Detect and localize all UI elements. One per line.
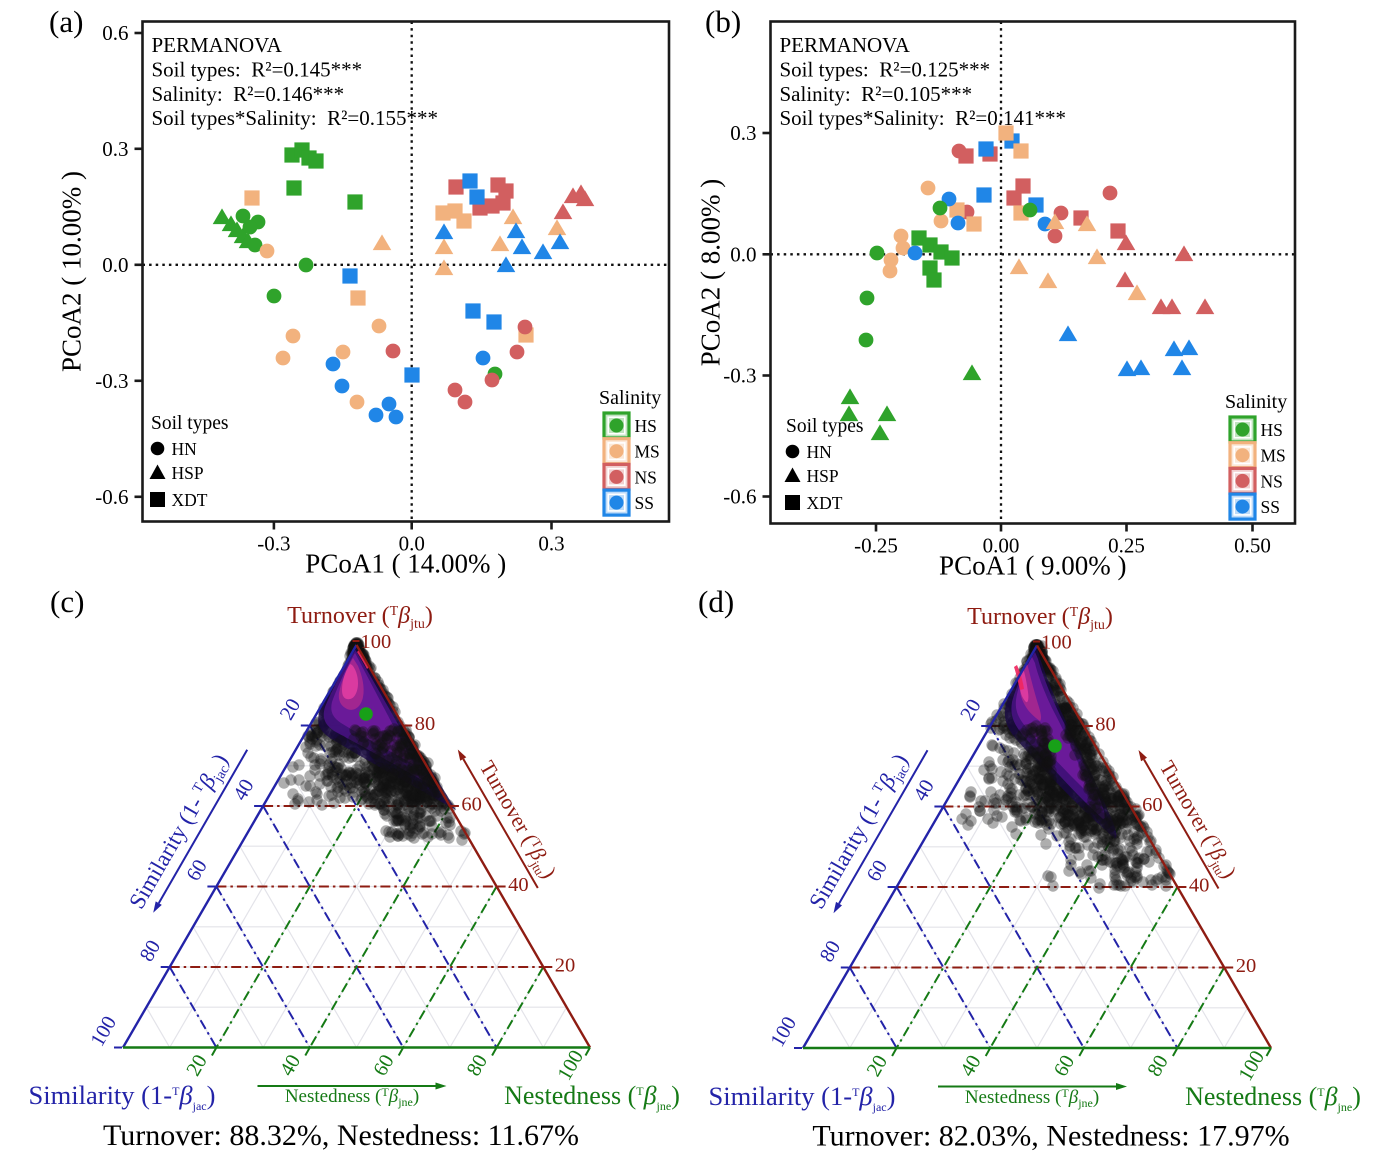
svg-text:HN: HN [807,442,833,462]
svg-text:PERMANOVA: PERMANOVA [152,33,283,57]
svg-text:HSP: HSP [807,466,839,486]
svg-text:20: 20 [183,1051,212,1080]
svg-text:80: 80 [1095,714,1116,736]
svg-text:40: 40 [1189,875,1210,897]
svg-text:Soil types*Salinity: R²=0.141: Soil types*Salinity: R²=0.141*** [780,106,1067,130]
svg-text:60: 60 [461,794,482,816]
svg-text:(d): (d) [698,584,734,619]
svg-text:(c): (c) [50,584,84,619]
svg-text:Nestedness (Tβjne): Nestedness (Tβjne) [285,1085,419,1109]
svg-text:0.00: 0.00 [983,534,1020,558]
svg-text:0.6: 0.6 [102,21,128,45]
svg-text:PCoA1 ( 9.00% ): PCoA1 ( 9.00% ) [939,551,1127,581]
svg-text:PCoA2 ( 8.00% ): PCoA2 ( 8.00% ) [696,179,726,367]
svg-text:SS: SS [1261,497,1280,517]
svg-text:20: 20 [276,695,305,724]
svg-text:40: 40 [956,1052,985,1081]
svg-text:-0.3: -0.3 [723,364,756,388]
svg-text:Turnover: 82.03%, Nestedness:: Turnover: 82.03%, Nestedness: 17.97% [812,1120,1289,1153]
svg-text:100: 100 [767,1013,801,1051]
svg-text:Nestedness (Tβjne): Nestedness (Tβjne) [965,1086,1099,1110]
svg-text:XDT: XDT [807,493,843,513]
svg-text:-0.3: -0.3 [95,369,128,393]
svg-text:60: 60 [863,857,892,886]
svg-text:Salinity: R²=0.146***: Salinity: R²=0.146*** [152,82,345,106]
svg-text:80: 80 [816,937,845,966]
svg-text:Turnover (Tβjtu): Turnover (Tβjtu) [967,604,1113,633]
svg-text:Similarity (1-Tβjac): Similarity (1-Tβjac) [709,1081,896,1114]
svg-text:Soil types: R²=0.125***: Soil types: R²=0.125*** [780,57,991,81]
svg-text:Turnover: 88.32%, Nestedness:: Turnover: 88.32%, Nestedness: 11.67% [103,1119,579,1152]
svg-text:60: 60 [369,1051,398,1080]
svg-text:SS: SS [635,493,654,513]
svg-text:0.3: 0.3 [730,121,756,145]
svg-text:0.0: 0.0 [102,253,128,277]
svg-text:Nestedness (Tβjne): Nestedness (Tβjne) [1185,1082,1361,1114]
svg-text:HSP: HSP [172,463,204,483]
svg-text:0.0: 0.0 [730,242,756,266]
svg-text:0.0: 0.0 [399,532,425,556]
svg-text:PCoA2 ( 10.00% ): PCoA2 ( 10.00% ) [57,171,87,372]
svg-text:Salinity: R²=0.105***: Salinity: R²=0.105*** [780,82,973,106]
svg-text:-0.6: -0.6 [95,485,128,509]
svg-text:PERMANOVA: PERMANOVA [780,33,911,57]
svg-text:40: 40 [508,874,528,896]
svg-text:Nestedness (Tβjne): Nestedness (Tβjne) [504,1081,680,1113]
svg-text:Turnover (Tβjtu): Turnover (Tβjtu) [287,603,433,632]
svg-text:40: 40 [229,776,258,805]
svg-text:20: 20 [956,696,985,725]
svg-text:Soil types*Salinity: R²=0.155: Soil types*Salinity: R²=0.155*** [152,106,439,130]
svg-text:20: 20 [555,955,576,977]
svg-text:60: 60 [1050,1052,1079,1081]
svg-text:-0.25: -0.25 [854,534,898,558]
svg-text:Salinity: Salinity [599,387,661,409]
svg-text:80: 80 [463,1051,492,1080]
svg-text:100: 100 [361,631,392,653]
svg-text:Soil types: Soil types [786,416,863,437]
svg-text:100: 100 [87,1013,121,1051]
svg-text:60: 60 [1142,794,1163,816]
svg-text:HN: HN [172,439,198,459]
svg-text:-0.6: -0.6 [723,485,756,509]
svg-text:Soil types: R²=0.145***: Soil types: R²=0.145*** [152,57,363,81]
svg-text:20: 20 [1236,955,1257,977]
svg-text:Soil types: Soil types [151,413,228,434]
svg-text:0.3: 0.3 [102,137,128,161]
svg-text:Similarity (1-Tβjac): Similarity (1-Tβjac) [29,1080,216,1113]
svg-text:20: 20 [863,1052,892,1081]
svg-text:NS: NS [635,467,657,487]
svg-text:Salinity: Salinity [1225,391,1287,413]
svg-text:HS: HS [1261,420,1283,440]
svg-text:0.3: 0.3 [538,532,564,556]
svg-text:XDT: XDT [172,490,208,510]
svg-text:0.25: 0.25 [1108,534,1145,558]
svg-text:60: 60 [183,856,212,885]
svg-text:100: 100 [1041,632,1072,654]
svg-text:40: 40 [910,776,939,805]
svg-text:NS: NS [1261,471,1283,491]
svg-text:HS: HS [635,416,657,436]
svg-text:80: 80 [136,937,165,966]
svg-text:(a): (a) [49,4,83,39]
svg-text:-0.3: -0.3 [257,532,290,556]
svg-text:40: 40 [276,1051,305,1080]
svg-text:MS: MS [635,442,660,462]
svg-text:100: 100 [1235,1047,1269,1085]
svg-text:0.50: 0.50 [1234,534,1271,558]
svg-text:Turnover (Tβjtu): Turnover (Tβjtu) [472,757,561,884]
svg-text:(b): (b) [705,4,741,39]
svg-text:MS: MS [1261,446,1286,466]
svg-text:80: 80 [415,713,436,735]
svg-text:100: 100 [554,1047,588,1085]
svg-text:PCoA1 ( 14.00% ): PCoA1 ( 14.00% ) [305,549,506,579]
svg-text:80: 80 [1144,1052,1173,1081]
